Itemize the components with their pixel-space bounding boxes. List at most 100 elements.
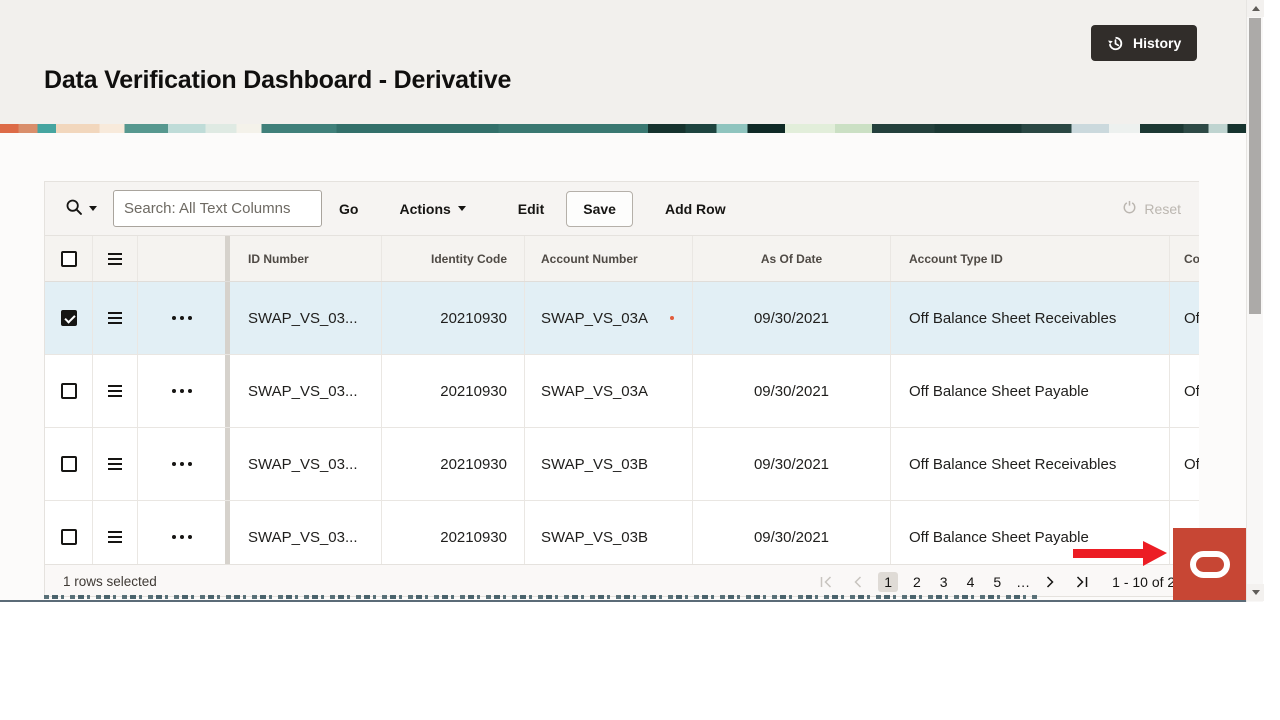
select-all-cell — [45, 236, 93, 281]
page-button-1[interactable]: 1 — [878, 571, 898, 592]
history-button-label: History — [1133, 35, 1182, 51]
cell-id-number[interactable]: SWAP_VS_03... — [230, 501, 382, 564]
row-checkbox[interactable] — [60, 310, 77, 326]
scroll-down-button[interactable] — [1247, 584, 1264, 601]
save-button[interactable]: Save — [566, 190, 633, 227]
clipped-text-strip — [44, 595, 1039, 599]
cell-account-type-id[interactable]: Off Balance Sheet Payable — [891, 355, 1170, 427]
cell-account-number[interactable]: SWAP_VS_03B — [525, 428, 693, 500]
page-button-3[interactable]: 3 — [936, 572, 952, 592]
hamburger-icon[interactable] — [108, 531, 122, 543]
ellipsis-icon[interactable] — [171, 462, 192, 466]
cell-as-of-date[interactable]: 09/30/2021 — [693, 355, 891, 427]
row-checkbox[interactable] — [60, 456, 77, 472]
next-page-button[interactable] — [1041, 574, 1059, 590]
cell-account-type-id[interactable]: Off Balance Sheet Payable — [891, 501, 1170, 564]
grid-toolbar: Go Actions Edit Save Add Row Reset — [45, 182, 1199, 236]
table-row[interactable]: SWAP_VS_03... 20210930 SWAP_VS_03A 09/30… — [45, 282, 1199, 355]
cell-id-number[interactable]: SWAP_VS_03... — [230, 355, 382, 427]
row-checkbox[interactable] — [60, 383, 77, 399]
chevron-down-icon — [89, 206, 97, 211]
grid-footer: 1 rows selected 1 2 3 4 5 … — [45, 564, 1199, 596]
cell-identity-code[interactable]: 20210930 — [382, 501, 525, 564]
actions-button-label: Actions — [399, 200, 451, 217]
viewport-bottom-edge — [0, 600, 1263, 602]
reset-button-label: Reset — [1144, 200, 1181, 217]
cell-account-type-id[interactable]: Off Balance Sheet Receivables — [891, 428, 1170, 500]
last-page-button[interactable] — [1070, 574, 1093, 590]
history-clock-icon — [1107, 35, 1124, 52]
triangle-up-icon — [1251, 6, 1260, 11]
ellipsis-icon[interactable] — [171, 389, 192, 393]
hamburger-icon[interactable] — [108, 252, 122, 265]
hamburger-icon[interactable] — [108, 458, 122, 470]
ellipsis-icon[interactable] — [171, 535, 192, 539]
app-header: Data Verification Dashboard - Derivative… — [0, 0, 1246, 124]
column-header-as-of-date[interactable]: As Of Date — [693, 236, 891, 281]
cell-co-truncated[interactable]: Of — [1184, 382, 1199, 400]
scroll-up-button[interactable] — [1247, 0, 1264, 17]
cell-co-truncated[interactable]: Of — [1184, 455, 1199, 473]
table-row[interactable]: SWAP_VS_03... 20210930 SWAP_VS_03B 09/30… — [45, 428, 1199, 501]
table-row[interactable]: SWAP_VS_03... 20210930 SWAP_VS_03B 09/30… — [45, 501, 1199, 564]
scrollbar-thumb[interactable] — [1249, 18, 1261, 314]
header-actions-cell — [138, 236, 230, 281]
magnifier-icon — [65, 198, 83, 219]
column-header-id-number[interactable]: ID Number — [230, 236, 382, 281]
cell-as-of-date[interactable]: 09/30/2021 — [693, 501, 891, 564]
table-header-row: ID Number Identity Code Account Number A… — [45, 236, 1199, 282]
chevron-down-icon — [457, 206, 466, 211]
search-input[interactable] — [113, 190, 322, 227]
hamburger-icon[interactable] — [108, 385, 122, 397]
cell-as-of-date[interactable]: 09/30/2021 — [693, 282, 891, 354]
pagination: 1 2 3 4 5 … 1 - 10 of 28 — [815, 571, 1183, 592]
hamburger-icon[interactable] — [108, 312, 122, 324]
table-row[interactable]: SWAP_VS_03... 20210930 SWAP_VS_03A 09/30… — [45, 355, 1199, 428]
oracle-assistant-widget-button[interactable] — [1173, 528, 1246, 600]
decorative-banner-strip — [0, 124, 1246, 133]
add-row-button[interactable]: Add Row — [664, 200, 726, 217]
go-button[interactable]: Go — [339, 200, 359, 217]
page-title: Data Verification Dashboard - Derivative — [44, 66, 512, 94]
cell-id-number[interactable]: SWAP_VS_03... — [230, 428, 382, 500]
search-scope-button[interactable] — [61, 194, 101, 223]
cell-id-number[interactable]: SWAP_VS_03... — [230, 282, 382, 354]
triangle-down-icon — [1251, 590, 1260, 595]
cell-account-number[interactable]: SWAP_VS_03B — [525, 501, 693, 564]
edit-button[interactable]: Edit — [517, 200, 545, 217]
cell-account-type-id[interactable]: Off Balance Sheet Receivables — [891, 282, 1170, 354]
previous-page-button[interactable] — [849, 574, 867, 590]
row-range-label: 1 - 10 of 28 — [1112, 573, 1183, 590]
cell-account-number[interactable]: SWAP_VS_03A — [525, 282, 693, 354]
ellipsis-icon[interactable] — [171, 316, 192, 320]
cell-identity-code[interactable]: 20210930 — [382, 428, 525, 500]
cell-identity-code[interactable]: 20210930 — [382, 355, 525, 427]
pagination-ellipsis: … — [1016, 573, 1031, 590]
oracle-o-logo-icon — [1189, 550, 1230, 578]
column-header-account-type-id[interactable]: Account Type ID — [891, 236, 1170, 281]
history-button[interactable]: History — [1091, 25, 1198, 61]
page-button-4[interactable]: 4 — [963, 572, 979, 592]
header-row-menu-cell — [93, 236, 138, 281]
column-header-identity-code[interactable]: Identity Code — [382, 236, 525, 281]
column-header-account-number[interactable]: Account Number — [525, 236, 693, 281]
column-header-co-truncated[interactable]: Co — [1184, 251, 1199, 266]
first-page-button[interactable] — [815, 574, 838, 590]
red-arrow-annotation — [1073, 549, 1143, 558]
page-button-2[interactable]: 2 — [909, 572, 925, 592]
row-checkbox[interactable] — [60, 529, 77, 545]
reset-button[interactable]: Reset — [1122, 200, 1181, 218]
page-button-5[interactable]: 5 — [989, 572, 1005, 592]
table-body: SWAP_VS_03... 20210930 SWAP_VS_03A 09/30… — [45, 282, 1199, 564]
cell-identity-code[interactable]: 20210930 — [382, 282, 525, 354]
cell-account-number[interactable]: SWAP_VS_03A — [525, 355, 693, 427]
interactive-grid-region: Go Actions Edit Save Add Row Reset — [44, 181, 1199, 597]
cell-co-truncated[interactable]: Of — [1184, 309, 1199, 327]
cell-as-of-date[interactable]: 09/30/2021 — [693, 428, 891, 500]
reset-power-icon — [1122, 200, 1137, 218]
selection-status: 1 rows selected — [63, 574, 157, 589]
actions-menu-button[interactable]: Actions — [399, 200, 466, 217]
select-all-checkbox[interactable] — [60, 250, 77, 267]
vertical-scrollbar[interactable] — [1246, 0, 1264, 602]
